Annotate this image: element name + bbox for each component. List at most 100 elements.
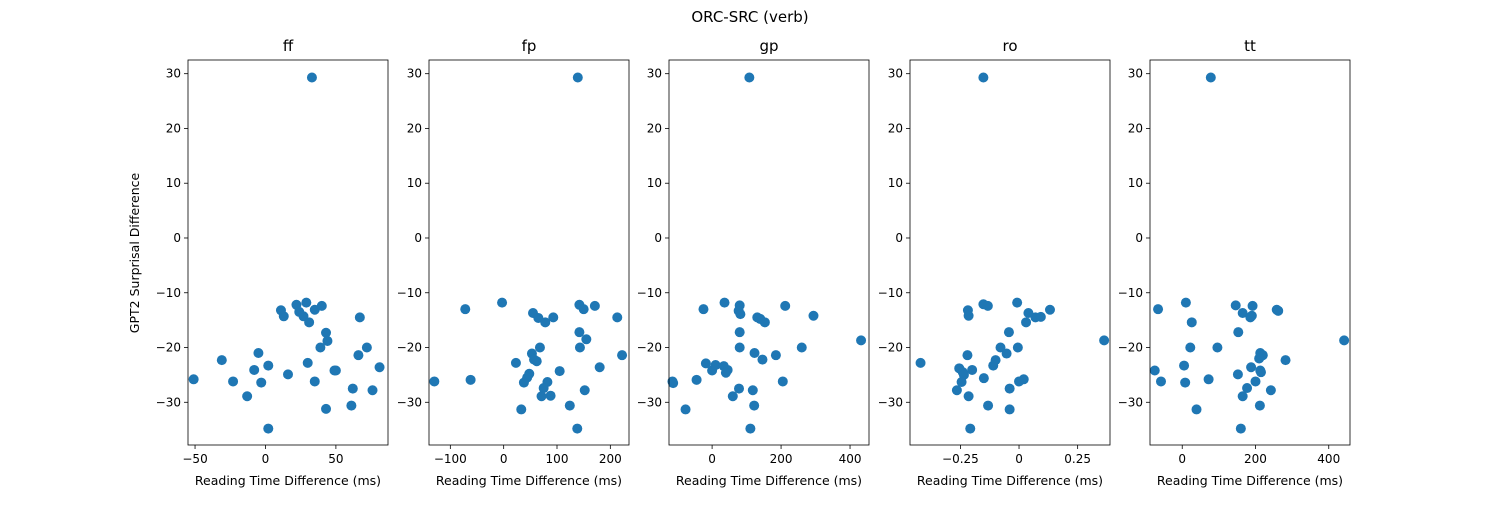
data-point [540,317,551,328]
data-point [1035,311,1046,322]
subplot-title: ro [1002,37,1017,55]
data-point [574,342,585,353]
data-points [915,72,1110,434]
y-tick-label: −10 [878,286,903,300]
data-point [951,385,962,396]
data-point [518,377,529,388]
data-point [536,391,547,402]
x-tick-label: 0 [1178,452,1186,466]
x-axis-label: Reading Time Difference (ms) [436,473,622,488]
data-points [188,72,385,434]
data-point [1001,348,1012,359]
y-tick-label: −20 [878,341,903,355]
x-axis-label: Reading Time Difference (ms) [195,473,381,488]
data-point [982,300,993,311]
y-tick-label: −30 [637,395,662,409]
data-point [253,347,264,358]
data-point [263,423,274,434]
y-tick-label: −30 [397,395,422,409]
data-point [1044,304,1055,315]
y-tick-label: −10 [637,286,662,300]
x-tick-label: 0.25 [1064,452,1091,466]
data-point [545,390,556,401]
x-tick-label: 200 [1244,452,1267,466]
data-point [745,423,756,434]
data-point [1271,304,1282,315]
data-point [808,310,819,321]
y-tick-label: −20 [156,341,181,355]
y-tick-label: −30 [878,395,903,409]
x-tick-label: 0 [708,452,716,466]
data-point [1186,317,1197,328]
x-tick-label: 400 [1317,452,1340,466]
data-point [691,374,702,385]
data-point [429,376,440,387]
data-point [734,342,745,353]
y-tick-label: −20 [1118,341,1143,355]
data-point [1203,374,1214,385]
data-point [263,360,274,371]
y-tick-label: −30 [1118,395,1143,409]
data-point [983,400,994,411]
data-point [228,376,239,387]
y-tick-label: 10 [647,176,662,190]
data-point [465,374,476,385]
plot-frame [1149,59,1351,446]
data-point [594,362,605,373]
y-tick-label: 30 [166,67,181,81]
data-point [1180,297,1191,308]
data-point [1003,327,1014,338]
data-point [747,385,758,396]
data-point [548,312,559,323]
data-point [1237,391,1248,402]
data-point [315,342,326,353]
y-tick-label: 20 [1128,121,1143,135]
data-point [698,304,709,315]
data-point [1153,304,1164,315]
data-point [1004,404,1015,415]
data-point [572,72,583,83]
data-point [1242,383,1253,394]
y-tick-label: 20 [647,121,662,135]
data-point [510,357,521,368]
data-point [680,404,691,415]
plot-frame [668,59,870,446]
subplot-ro: −0.25 0 0.25 −30 −20 −10 0 10 20 30 ro Reading Time… [878,37,1111,488]
data-point [1254,353,1265,364]
data-point [579,385,590,396]
data-point [460,304,471,315]
data-point [581,334,592,345]
data-point [554,366,565,377]
subplot-gp: 0 200 400 −30 −20 −10 0 10 20 30 gp Reading Time Di… [637,37,870,488]
data-point [316,300,327,311]
data-point [578,304,589,315]
data-point [967,364,978,375]
plot-frame [909,59,1111,446]
data-point [1237,308,1248,319]
data-point [1255,367,1266,378]
data-point [612,312,623,323]
x-axis-label: Reading Time Difference (ms) [676,473,862,488]
data-point [1012,342,1023,353]
data-point [780,300,791,311]
data-point [354,312,365,323]
data-point [572,423,583,434]
plot-frame [187,59,389,446]
x-axis-label: Reading Time Difference (ms) [1157,473,1343,488]
data-point [304,317,315,328]
data-point [589,300,600,311]
data-point [700,358,711,369]
data-point [1247,300,1258,311]
data-point [963,391,974,402]
data-point [915,357,926,368]
data-point [516,404,527,415]
y-tick-label: 30 [407,67,422,81]
y-axis-label: GPT2 Surprisal Difference [127,172,142,333]
y-tick-label: −20 [637,341,662,355]
data-point [719,297,730,308]
data-point [306,72,317,83]
data-point [497,297,508,308]
x-tick-label: −50 [182,452,207,466]
data-point [1212,342,1223,353]
